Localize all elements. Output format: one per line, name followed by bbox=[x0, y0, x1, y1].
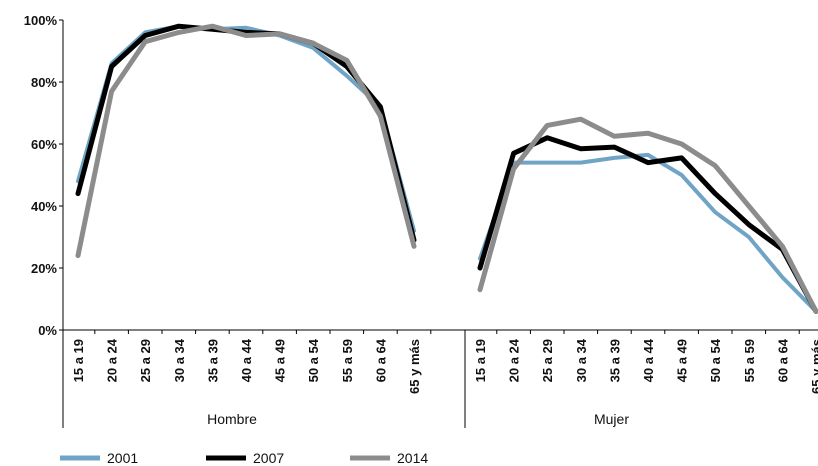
group-label: Hombre bbox=[207, 411, 257, 427]
x-tick-label: 45 a 49 bbox=[273, 339, 288, 382]
x-tick-label: 40 a 44 bbox=[239, 338, 254, 382]
y-tick-label: 40% bbox=[31, 199, 57, 214]
x-tick-label: 25 a 29 bbox=[540, 339, 555, 382]
x-tick-label: 60 a 64 bbox=[373, 338, 388, 382]
x-tick-label: 55 a 59 bbox=[742, 339, 757, 382]
legend-label: 2001 bbox=[107, 450, 138, 466]
axes bbox=[59, 19, 818, 428]
legend: 2001 2007 2014 bbox=[60, 450, 428, 466]
x-tick-label: 55 a 59 bbox=[340, 339, 355, 382]
x-tick-label: 30 a 34 bbox=[172, 338, 187, 382]
series-line-2014-hombre bbox=[75, 23, 417, 259]
x-tick-labels: 15 a 19 20 a 24 25 a 29 30 a 34 35 a 39 40 a … bbox=[71, 338, 818, 394]
x-tick-label: 30 a 34 bbox=[574, 338, 589, 382]
x-tick-label: 50 a 54 bbox=[708, 338, 723, 382]
group-label: Mujer bbox=[594, 411, 629, 427]
x-tick-label: 35 a 39 bbox=[607, 339, 622, 382]
x-tick-label: 40 a 44 bbox=[641, 338, 656, 382]
x-tick-label: 45 a 49 bbox=[675, 339, 690, 382]
y-tick-label: 100% bbox=[24, 13, 58, 28]
y-tick-label: 60% bbox=[31, 137, 57, 152]
y-tick-label: 20% bbox=[31, 261, 57, 276]
x-tick-label: 35 a 39 bbox=[205, 339, 220, 382]
group-labels: Hombre Mujer bbox=[207, 411, 629, 427]
y-tick-label: 0% bbox=[38, 323, 57, 338]
x-tick-label: 20 a 24 bbox=[507, 338, 522, 382]
series-line-2001-hombre bbox=[76, 24, 416, 233]
series-lines bbox=[75, 23, 818, 314]
series-line-2014-mujer bbox=[477, 116, 818, 314]
x-tick-label: 65 y más bbox=[809, 339, 818, 394]
x-tick-label: 15 a 19 bbox=[71, 339, 86, 382]
series-line-2007-hombre bbox=[75, 23, 417, 243]
x-tick-label: 60 a 64 bbox=[775, 338, 790, 382]
x-tick-label: 25 a 29 bbox=[138, 339, 153, 382]
x-tick-label: 15 a 19 bbox=[473, 339, 488, 382]
y-tick-label: 80% bbox=[31, 75, 57, 90]
legend-label: 2007 bbox=[253, 450, 284, 466]
legend-label: 2014 bbox=[397, 450, 428, 466]
series-line-2001-mujer bbox=[478, 152, 818, 314]
y-tick-labels: 0% 20% 40% 60% 80% 100% bbox=[24, 13, 58, 338]
x-tick-label: 50 a 54 bbox=[306, 338, 321, 382]
x-tick-label: 65 y más bbox=[407, 339, 422, 394]
x-tick-label: 20 a 24 bbox=[105, 338, 120, 382]
